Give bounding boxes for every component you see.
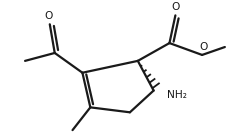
Text: O: O [171,2,180,12]
Text: NH₂: NH₂ [167,89,188,100]
Text: O: O [45,11,53,21]
Text: O: O [199,42,207,52]
